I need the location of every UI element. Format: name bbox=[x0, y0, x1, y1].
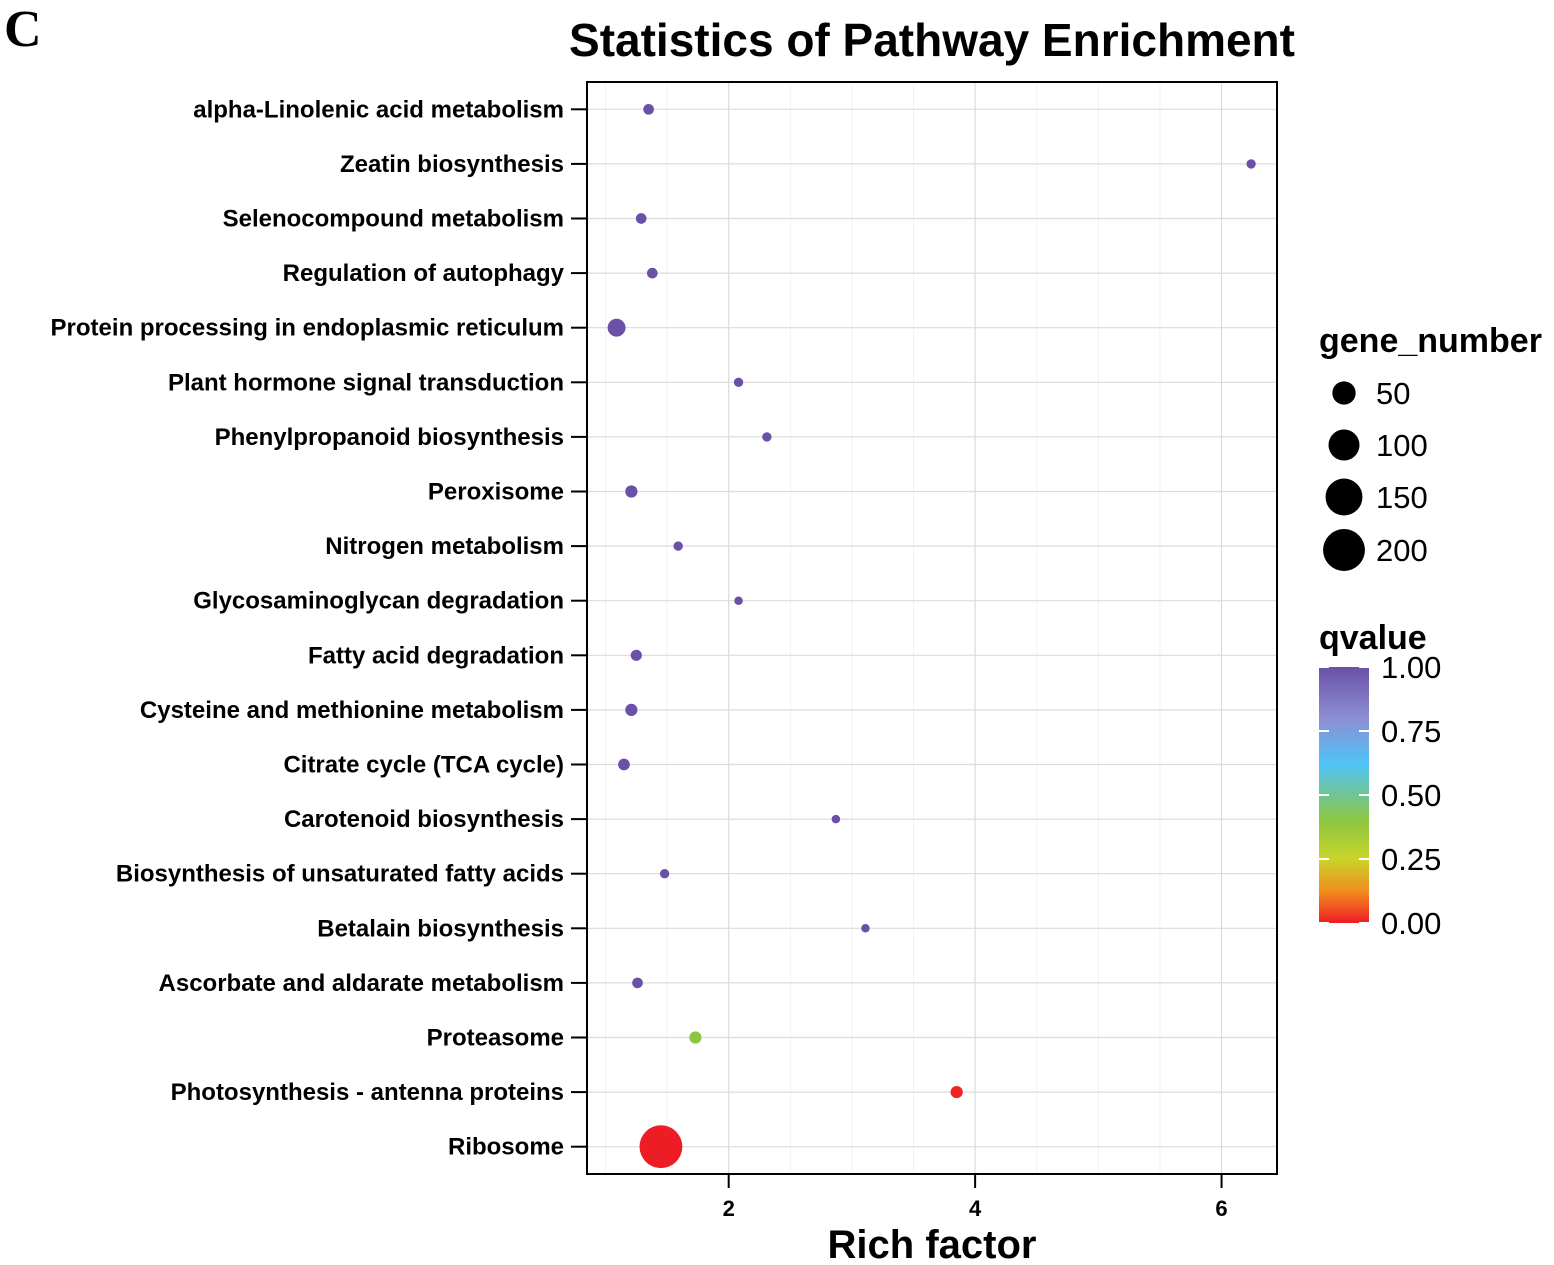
x-tick-label: 6 bbox=[1215, 1196, 1227, 1221]
y-tick-label: Phenylpropanoid biosynthesis bbox=[215, 424, 564, 451]
size-legend-dot bbox=[1328, 429, 1360, 461]
data-point bbox=[632, 977, 643, 989]
y-tick-label: Selenocompound metabolism bbox=[223, 206, 564, 233]
data-point bbox=[659, 869, 670, 879]
data-points bbox=[607, 103, 1256, 1169]
data-point bbox=[762, 432, 772, 442]
y-tick-label: Carotenoid biosynthesis bbox=[284, 806, 564, 833]
data-point bbox=[643, 103, 654, 115]
colorbar-tick-label: 0.75 bbox=[1381, 714, 1441, 749]
colorbar-tick-label: 1.00 bbox=[1381, 650, 1441, 685]
y-tick-label: Nitrogen metabolism bbox=[325, 533, 564, 560]
y-tick-label: Citrate cycle (TCA cycle) bbox=[283, 752, 564, 779]
size-legend-title: gene_number bbox=[1319, 322, 1542, 360]
y-tick-label: Biosynthesis of unsaturated fatty acids bbox=[116, 861, 564, 888]
y-tick-label: Ribosome bbox=[448, 1134, 564, 1161]
y-tick-label: Cysteine and methionine metabolism bbox=[140, 697, 564, 724]
y-tick-label: Protein processing in endoplasmic reticu… bbox=[51, 315, 564, 342]
x-tick-label: 2 bbox=[723, 1196, 735, 1221]
x-tick-label: 4 bbox=[969, 1196, 982, 1221]
colorbar-tick-label: 0.50 bbox=[1381, 778, 1441, 813]
size-legend-dot bbox=[1332, 381, 1356, 405]
chart-title: Statistics of Pathway Enrichment bbox=[569, 14, 1295, 66]
plot-area bbox=[586, 81, 1278, 1175]
y-tick-label: Photosynthesis - antenna proteins bbox=[171, 1079, 564, 1106]
y-tick-label: Glycosaminoglycan degradation bbox=[193, 588, 564, 615]
grid-lines bbox=[587, 82, 1277, 1174]
data-point bbox=[689, 1031, 702, 1044]
size-legend-label: 200 bbox=[1376, 533, 1428, 568]
data-point bbox=[861, 924, 870, 933]
size-legend-label: 100 bbox=[1376, 428, 1428, 463]
plot-background bbox=[587, 82, 1277, 1174]
size-legend-label: 150 bbox=[1376, 480, 1428, 515]
data-point bbox=[639, 1125, 683, 1169]
color-legend: qvalue 1.00 0.75 0.50 0.25 0.00 bbox=[1319, 619, 1441, 941]
color-legend-title: qvalue bbox=[1319, 619, 1427, 657]
y-tick-label: Betalain biosynthesis bbox=[317, 915, 564, 942]
y-tick-label: Ascorbate and aldarate metabolism bbox=[159, 970, 564, 997]
y-tick-label: alpha-Linolenic acid metabolism bbox=[193, 96, 564, 123]
x-axis: 2 4 6 bbox=[723, 1174, 1228, 1221]
y-tick-label: Zeatin biosynthesis bbox=[340, 151, 564, 178]
y-axis: alpha-Linolenic acid metabolism Zeatin bi… bbox=[51, 96, 587, 1161]
x-axis-label: Rich factor bbox=[828, 1223, 1037, 1265]
size-legend-dot bbox=[1325, 478, 1363, 516]
data-point bbox=[618, 758, 630, 771]
data-point bbox=[733, 377, 744, 387]
data-point bbox=[831, 814, 841, 824]
y-tick-label: Peroxisome bbox=[428, 479, 564, 506]
data-point bbox=[734, 596, 743, 605]
data-point bbox=[646, 267, 658, 279]
panel-label: C bbox=[4, 1, 42, 58]
size-legend: gene_number 50 100 150 200 bbox=[1319, 322, 1542, 571]
data-point bbox=[625, 485, 638, 498]
data-point bbox=[635, 213, 647, 224]
y-tick-label: Regulation of autophagy bbox=[283, 260, 565, 287]
plot-border bbox=[586, 81, 1278, 1175]
size-legend-label: 50 bbox=[1376, 376, 1410, 411]
size-legend-dot bbox=[1323, 529, 1365, 571]
y-tick-label: Plant hormone signal transduction bbox=[168, 369, 564, 396]
colorbar-tick-label: 0.25 bbox=[1381, 842, 1441, 877]
data-point bbox=[673, 541, 683, 551]
data-point bbox=[1246, 159, 1256, 169]
data-point bbox=[625, 703, 638, 717]
data-point bbox=[630, 649, 642, 661]
data-point bbox=[607, 318, 626, 337]
colorbar-tick-label: 0.00 bbox=[1381, 906, 1441, 941]
y-tick-label: Fatty acid degradation bbox=[308, 642, 564, 669]
y-tick-label: Proteasome bbox=[427, 1025, 564, 1052]
data-point bbox=[950, 1085, 963, 1099]
